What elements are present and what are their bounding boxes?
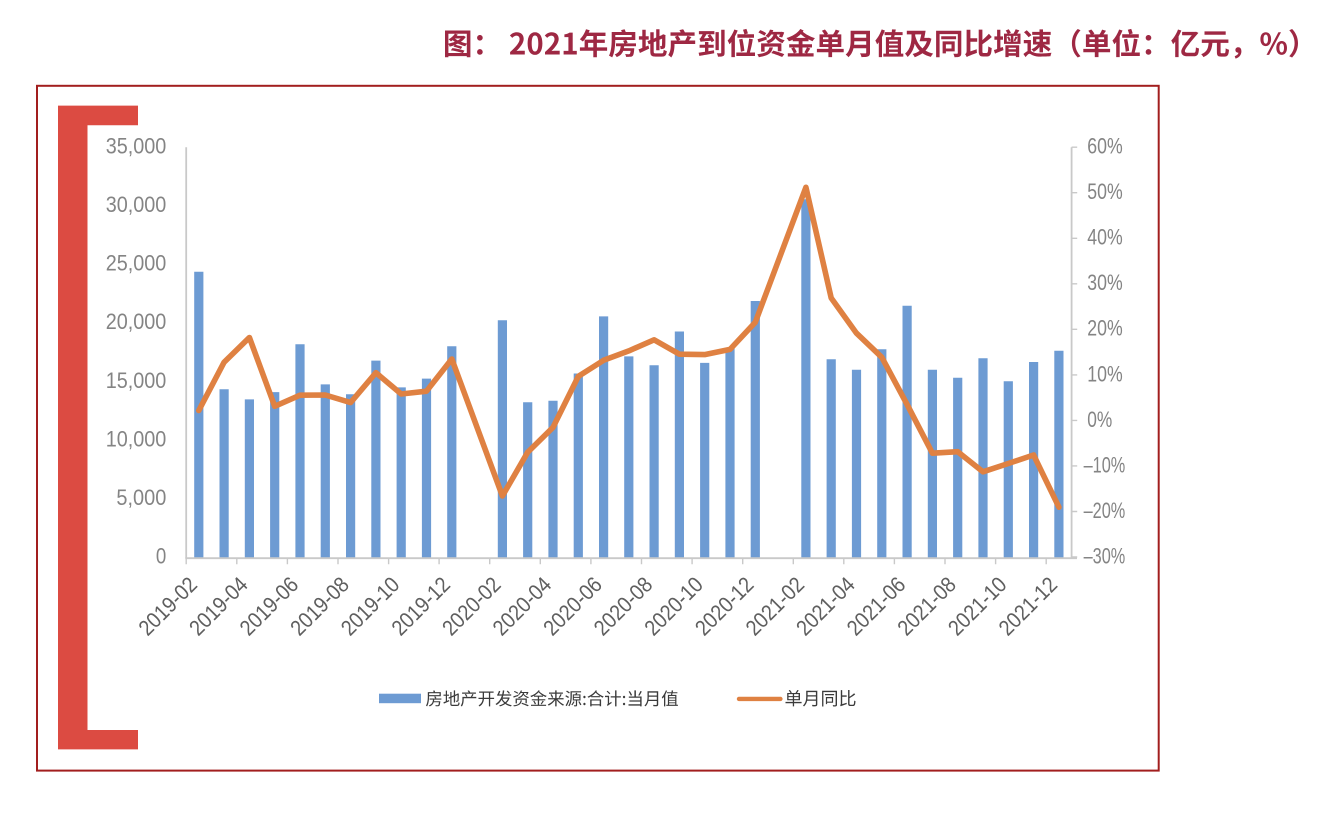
svg-text:30%: 30%	[1087, 270, 1122, 295]
svg-text:5,000: 5,000	[116, 485, 166, 510]
svg-text:30,000: 30,000	[106, 192, 167, 217]
svg-text:60%: 60%	[1087, 134, 1122, 159]
svg-text:35,000: 35,000	[106, 134, 167, 159]
svg-text:–20%: –20%	[1084, 498, 1126, 523]
svg-text:–10%: –10%	[1084, 452, 1126, 477]
svg-text:–30%: –30%	[1084, 543, 1126, 568]
svg-text:0%: 0%	[1087, 407, 1112, 432]
svg-text:10,000: 10,000	[106, 426, 167, 451]
svg-text:50%: 50%	[1087, 179, 1122, 204]
svg-text:20,000: 20,000	[106, 309, 167, 334]
svg-text:15,000: 15,000	[106, 368, 167, 393]
svg-text:10%: 10%	[1087, 361, 1122, 386]
svg-text:20%: 20%	[1087, 316, 1122, 341]
svg-text:40%: 40%	[1087, 225, 1122, 250]
svg-text:25,000: 25,000	[106, 251, 167, 276]
svg-text:0: 0	[156, 543, 166, 568]
